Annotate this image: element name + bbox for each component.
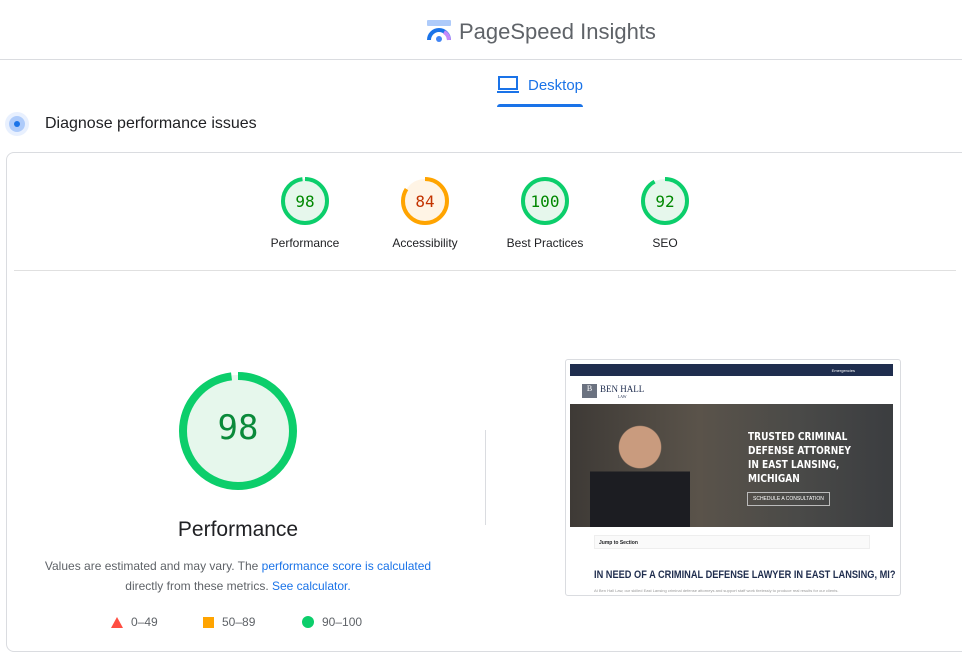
score-gauge-performance[interactable]: 98 Performance xyxy=(250,176,360,250)
site-hero: TRUSTED CRIMINAL DEFENSE ATTORNEY IN EAS… xyxy=(570,404,893,527)
site-body: At Ben Hall Law, our skilled East Lansin… xyxy=(594,588,839,593)
site-brand: BEN HALL LAW xyxy=(600,384,644,399)
active-tab-indicator xyxy=(497,104,583,107)
performance-score: 98 xyxy=(217,408,259,448)
score-calculated-link[interactable]: performance score is calculated xyxy=(261,559,432,573)
score-gauge-seo[interactable]: 92 SEO xyxy=(610,176,720,250)
tab-desktop[interactable]: Desktop xyxy=(497,74,583,108)
desc-text-2: directly from these metrics. xyxy=(125,579,272,593)
score-gauge-accessibility[interactable]: 84 Accessibility xyxy=(370,176,480,250)
legend-pass: 90–100 xyxy=(302,615,362,629)
gauge-label: Accessibility xyxy=(392,236,458,250)
circle-icon xyxy=(302,616,314,628)
app-title: PageSpeed Insights xyxy=(459,19,656,44)
hero-cta: SCHEDULE A CONSULTATION xyxy=(747,492,830,506)
gauge-score: 84 xyxy=(415,192,435,211)
tab-label: Desktop xyxy=(528,77,584,94)
legend-fail: 0–49 xyxy=(111,615,158,629)
gauge-score: 98 xyxy=(295,192,315,211)
gauge-ring xyxy=(281,177,329,225)
section-title: Diagnose performance issues xyxy=(45,115,257,132)
section-header: Diagnose performance issues xyxy=(4,111,257,142)
triangle-icon xyxy=(111,616,123,628)
site-heading: IN NEED OF A CRIMINAL DEFENSE LAWYER IN … xyxy=(594,569,896,581)
emergencies-text: Emergencies xyxy=(831,368,855,373)
legend-range: 90–100 xyxy=(322,615,363,629)
gauge-label: Performance xyxy=(270,236,340,250)
site-topbar: Emergencies xyxy=(570,364,893,376)
attorney-photo xyxy=(590,416,690,527)
legend-range: 50–89 xyxy=(222,615,256,629)
performance-gauge xyxy=(179,372,297,490)
brand-sub: LAW xyxy=(617,394,627,399)
gauge-score: 100 xyxy=(530,192,560,211)
divider xyxy=(14,270,956,271)
gauge-ring xyxy=(641,177,689,225)
gauge-label: Best Practices xyxy=(506,236,584,250)
performance-title: Performance xyxy=(177,518,299,541)
site-header: B BEN HALL LAW xyxy=(570,376,893,404)
see-calculator-link[interactable]: See calculator. xyxy=(271,579,351,593)
header: PageSpeed Insights xyxy=(0,0,962,60)
gauge-ring xyxy=(401,177,449,225)
jump-to-section: Jump to Section xyxy=(594,535,870,549)
laptop-icon xyxy=(497,76,519,93)
page-screenshot: Emergencies B BEN HALL LAW TRUSTED CRIMIN… xyxy=(565,359,901,596)
legend-average: 50–89 xyxy=(203,615,255,629)
score-gauge-best-practices[interactable]: 100 Best Practices xyxy=(490,176,600,250)
desc-text: Values are estimated and may vary. The xyxy=(44,559,262,573)
performance-description: Values are estimated and may vary. The p… xyxy=(28,556,448,596)
brand-name: BEN HALL xyxy=(600,384,645,394)
legend-range: 0–49 xyxy=(131,615,158,629)
square-icon xyxy=(203,616,214,628)
diagnose-icon xyxy=(5,112,29,136)
gauge-score: 92 xyxy=(655,192,675,211)
gauge-ring xyxy=(521,177,569,225)
pagespeed-logo-icon xyxy=(427,20,451,42)
vertical-divider xyxy=(485,430,486,525)
gauge-label: SEO xyxy=(652,236,678,250)
site-logo: B xyxy=(582,384,597,398)
hero-headline: TRUSTED CRIMINAL DEFENSE ATTORNEY IN EAS… xyxy=(748,430,851,485)
